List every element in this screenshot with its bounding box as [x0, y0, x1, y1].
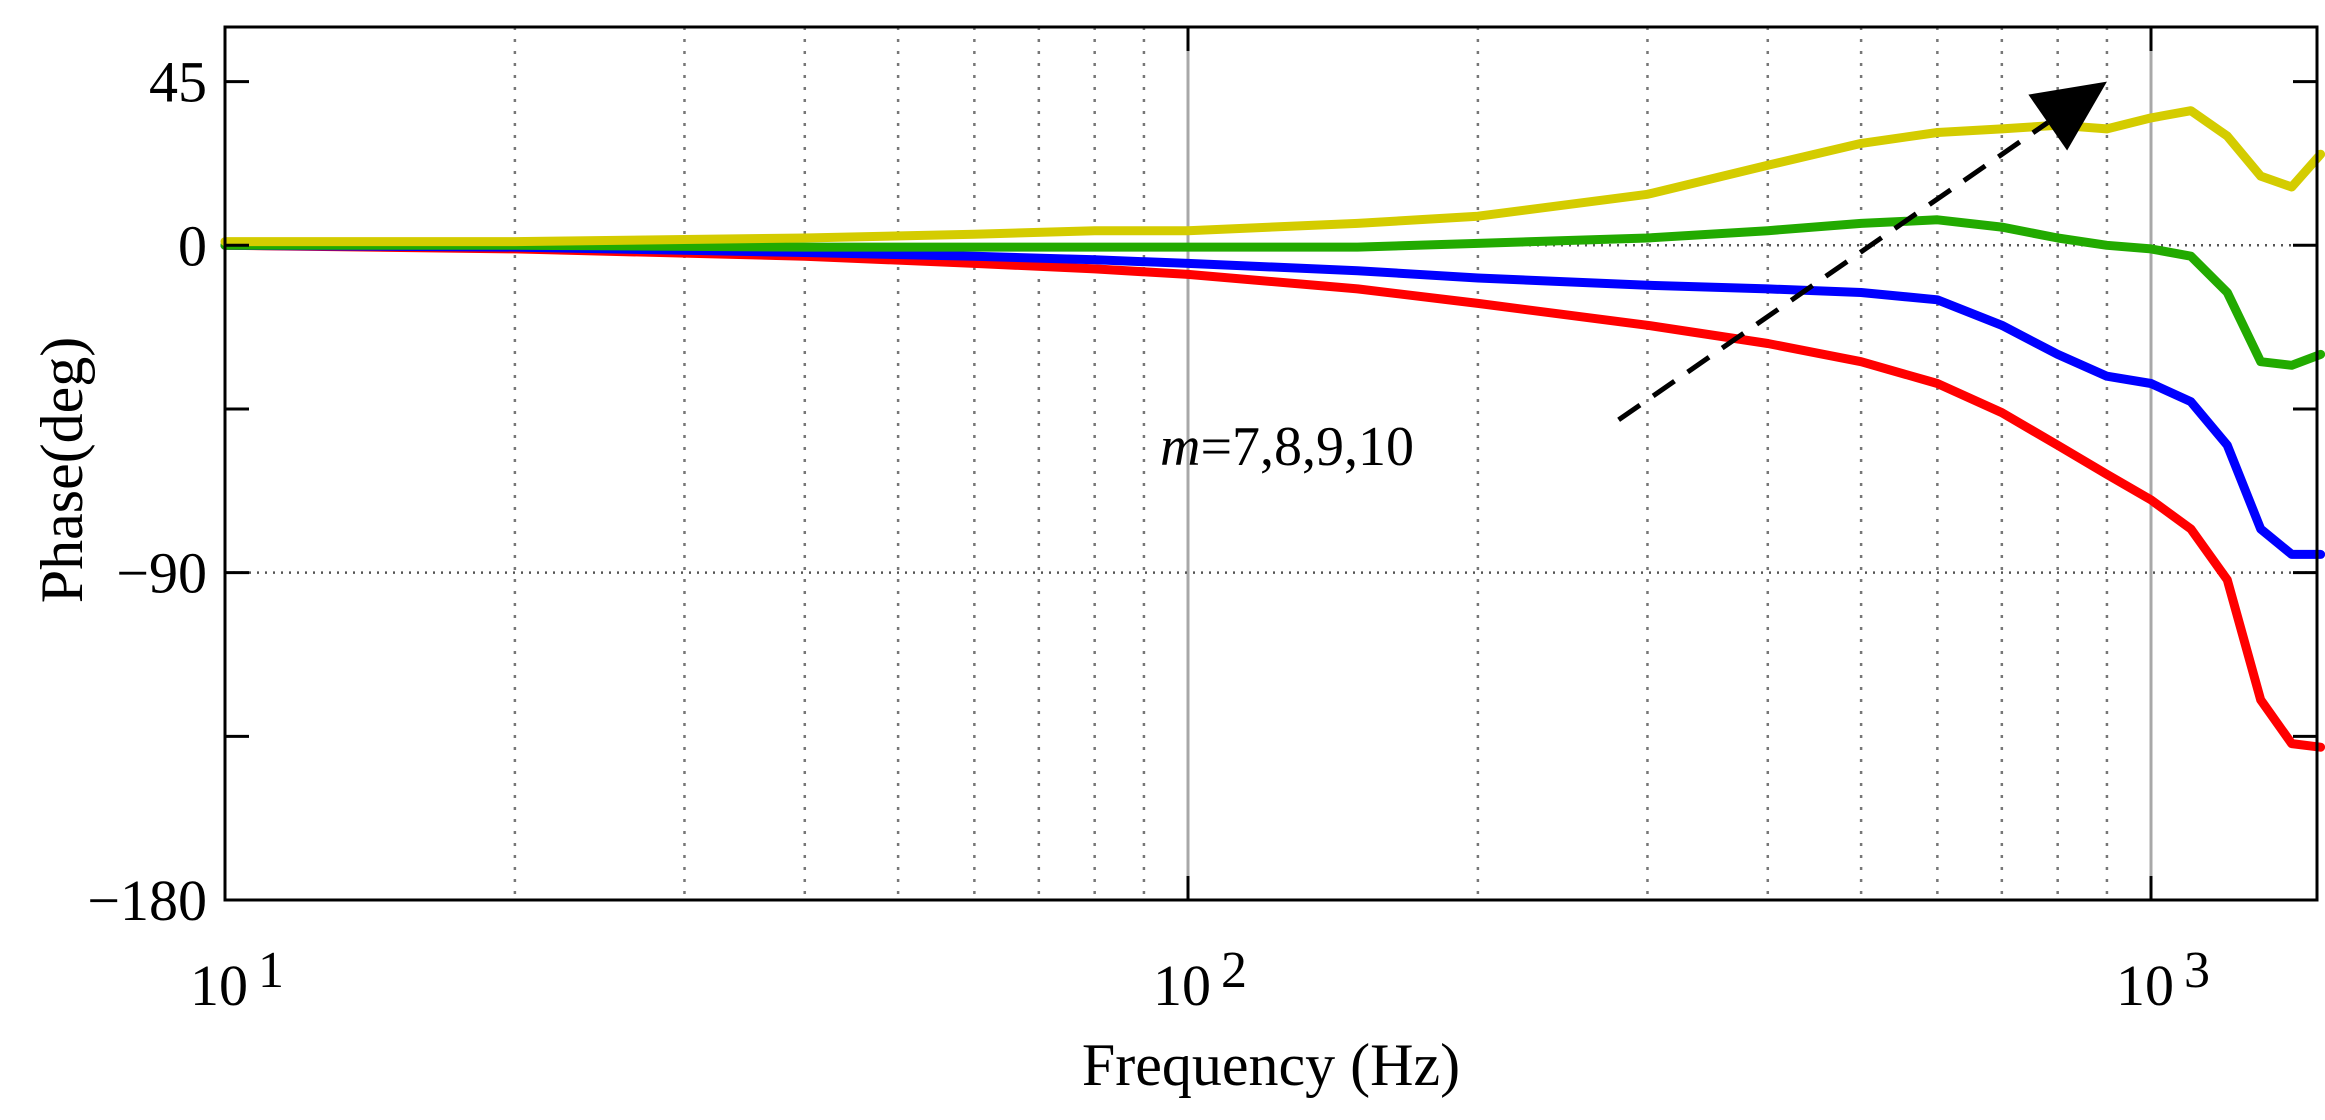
x-tick-base: 10 — [2116, 953, 2174, 1018]
annotation: m=7,8,9,10 — [1160, 81, 2107, 478]
x-tick-exp: 2 — [1221, 942, 1247, 999]
series-line-m10 — [220, 106, 2325, 247]
x-tick-label: 10 1 — [190, 942, 284, 1018]
y-tick-label: 0 — [178, 213, 207, 278]
annotation-var: m — [1160, 416, 1200, 478]
x-tick-label: 10 3 — [2116, 942, 2210, 1018]
series-layer — [220, 106, 2325, 752]
series-line-m7 — [220, 240, 2325, 752]
annotation-text: =7,8,9,10 — [1200, 416, 1414, 478]
annotation-arrow-head — [2028, 81, 2107, 151]
series-line-m8 — [220, 240, 2325, 559]
x-tick-exp: 1 — [258, 942, 284, 999]
x-tick-exp: 3 — [2184, 942, 2210, 999]
y-tick-label: −180 — [87, 868, 207, 933]
grid-lines — [225, 27, 2317, 900]
y-axis-label: Phase(deg) — [29, 337, 95, 604]
y-tick-label: −90 — [116, 541, 207, 606]
x-tick-label: 10 2 — [1153, 942, 1247, 1018]
x-tick-base: 10 — [1153, 953, 1211, 1018]
plot-frame — [223, 25, 2319, 902]
annotation-label: m=7,8,9,10 — [1160, 416, 1414, 478]
series-line-m9 — [220, 215, 2325, 370]
x-axis-label: Frequency (Hz) — [1082, 1032, 1460, 1098]
y-tick-label: 45 — [149, 50, 207, 115]
x-tick-base: 10 — [190, 953, 248, 1018]
annotation-arrow-line — [1617, 120, 2050, 422]
